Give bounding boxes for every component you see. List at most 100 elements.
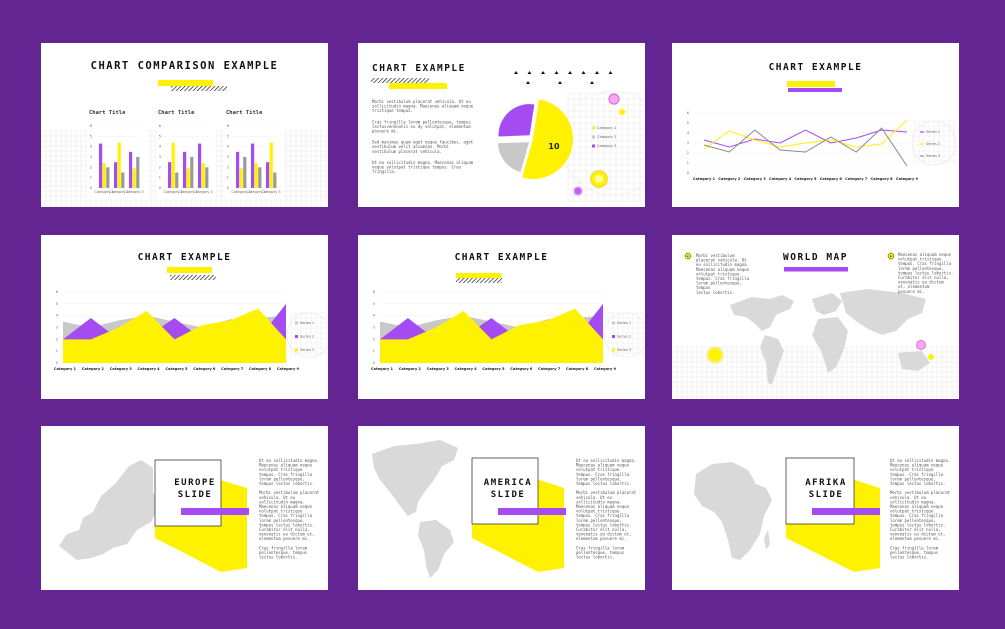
slide-title: CHART EXAMPLE <box>372 63 466 74</box>
slide-america[interactable]: AMERICA SLIDE Ut eu sollicitudin magna. M… <box>358 426 645 590</box>
triangle-icon <box>608 71 613 74</box>
bullet-icon-left <box>684 252 692 260</box>
title-hatch-bar <box>456 278 502 283</box>
title-hatch-bar <box>371 78 429 83</box>
x-tick-label: Category 2 <box>246 190 265 194</box>
x-tick-label: Category 3 <box>124 190 143 194</box>
x-tick-label: Category 3 <box>110 367 133 371</box>
left-text-line: tempus. Cras fringilla <box>696 276 750 281</box>
y-tick-label: 5 <box>227 134 229 138</box>
x-tick-label: Category 6 <box>193 367 216 371</box>
left-text-line: Morbi vestibulum <box>696 253 735 258</box>
side-text-line: tempus lectus lobortis. <box>259 481 314 486</box>
x-tick-label: Category 8 <box>871 177 894 181</box>
legend-label: Series 3 <box>617 348 631 352</box>
title-hatch-bar <box>170 275 216 280</box>
y-tick-label: 5 <box>687 121 689 125</box>
legend-label: Series 2 <box>300 335 314 339</box>
slide-europe[interactable]: EUROPE SLIDE Ut eu sollicitudin magna. Ma… <box>41 426 328 590</box>
y-tick-label: 6 <box>373 290 375 294</box>
decor-yellow-inner <box>595 175 603 183</box>
legend-label: Category 3 <box>597 144 616 148</box>
side-text-line: lectus lobortis. <box>890 555 929 560</box>
slide-area-chart-1[interactable]: CHART EXAMPLE 0 1 2 3 4 5 6 Category 1 Category … <box>41 235 328 399</box>
slide-chart-comparison[interactable]: CHART COMPARISON EXAMPLE Chart Title 0 1 2 3… <box>41 43 328 207</box>
y-tick-label: 5 <box>90 134 92 138</box>
y-tick-label: 2 <box>373 337 375 341</box>
bar <box>183 151 187 188</box>
slide-area-chart-2[interactable]: CHART EXAMPLE 0 1 2 3 4 5 6 Category 1 Category … <box>358 235 645 399</box>
legend-label: Category 1 <box>597 126 616 130</box>
slide-pie-chart[interactable]: CHART EXAMPLE Morbi vestibulum placerat … <box>358 43 645 207</box>
side-text-line: sollicitudin magna. <box>576 499 622 504</box>
y-tick-label: 6 <box>687 111 689 115</box>
x-tick-label: Category 2 <box>82 367 105 371</box>
y-tick-label: 0 <box>56 361 58 365</box>
side-text-line: pellentesque, tempus <box>890 550 939 555</box>
side-text-line: tempus. Cras fringilla <box>259 513 313 518</box>
side-text-line: lectus lobortis. <box>576 555 615 560</box>
y-tick-label: 3 <box>227 155 229 159</box>
left-text-line: volutpat tristique <box>696 271 740 276</box>
y-tick-label: 3 <box>687 141 689 145</box>
legend-label: Category 2 <box>597 135 616 139</box>
decor-pink-dot <box>916 340 926 350</box>
x-tick-label: Category 1 <box>94 190 113 194</box>
triangle-icon <box>541 71 545 74</box>
y-tick-label: 1 <box>373 349 375 353</box>
body-line: tristique tempus. <box>372 108 413 113</box>
legend-label: Series 1 <box>300 321 314 325</box>
right-text-line: volutpat tristique <box>898 257 942 262</box>
slide-line-chart[interactable]: CHART EXAMPLE 0 1 2 3 4 5 6 Category 1 Category … <box>672 43 959 207</box>
series-area <box>380 308 603 363</box>
body-line: vestibulum placerat vehicula. <box>372 149 442 154</box>
area-chart: 0 1 2 3 4 5 6 Category 1 Category 2 Category 3 Cat… <box>54 290 328 371</box>
slide-title-line1: AMERICA <box>484 478 532 488</box>
slide-afrika[interactable]: AFRIKA SLIDE Ut eu sollicitudin magna. Ma… <box>672 426 959 590</box>
right-text-line: tempus. Cras fringilla <box>898 261 952 266</box>
y-tick-label: 5 <box>373 302 375 306</box>
body-line: posuere mi. <box>372 129 399 134</box>
x-tick-label: Category 4 <box>769 177 792 181</box>
y-tick-label: 6 <box>159 124 161 128</box>
y-tick-label: 6 <box>227 124 229 128</box>
bar <box>129 151 133 188</box>
side-text-line: volutpat tristique <box>890 467 934 472</box>
side-text-line: Cras fringilla lorem <box>890 545 939 550</box>
x-tick-label: Category 3 <box>261 190 280 194</box>
title-yellow-bar <box>456 273 501 278</box>
triangle-icon <box>527 71 532 74</box>
triangle-icon <box>558 81 562 84</box>
y-tick-label: 3 <box>159 155 161 159</box>
right-text-line: tempus lectus lobortis. <box>898 270 953 275</box>
series-area <box>63 308 286 363</box>
y-tick-label: 4 <box>687 131 690 135</box>
side-text-line: Maecenas aliquam neque <box>576 463 630 468</box>
slide-world-map[interactable]: WORLD MAP Morbi vestibulum placerat vehic… <box>672 235 959 399</box>
slide-9-canvas: AFRIKA SLIDE Ut eu sollicitudin magna.Ma… <box>694 457 951 572</box>
triangle-row <box>514 71 613 84</box>
pie-slice <box>522 99 573 179</box>
side-text-line: venenatis eu dictum ut, <box>259 532 314 537</box>
slide-4-canvas: CHART EXAMPLE 0 1 2 3 4 5 6 Category 1 Category … <box>54 252 328 371</box>
bar <box>136 157 140 188</box>
side-text-line: lorem pellentesque, <box>890 518 936 523</box>
title-purple-bar <box>812 508 880 515</box>
body-line: neque volutpat tristique tempus. Cras <box>372 165 462 170</box>
y-tick-label: 0 <box>90 186 92 190</box>
side-text-line: Morbi vestibulum placerat <box>259 490 320 495</box>
world-map-shape <box>730 289 930 385</box>
side-text-line: Morbi vestibulum placerat <box>890 490 951 495</box>
title-purple-bar <box>788 88 842 92</box>
x-tick-label: Category 5 <box>165 367 188 371</box>
side-text-line: Maecenas aliquam neque <box>259 463 313 468</box>
x-tick-label: Category 9 <box>896 177 919 181</box>
side-text-line: elementum posuere mi. <box>890 536 941 541</box>
title-hatch-bar <box>171 86 227 91</box>
slide-title: CHART EXAMPLE <box>455 252 549 263</box>
side-text-line: volutpat tristique <box>576 467 620 472</box>
legend-label: Series 1 <box>617 321 631 325</box>
